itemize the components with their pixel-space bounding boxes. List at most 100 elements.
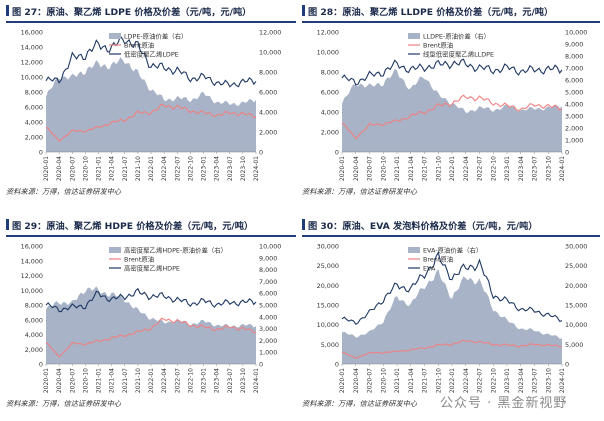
y-tick-right: 7,000 [565,65,583,73]
series-area-spread [342,268,562,364]
series-line-brent [45,103,257,142]
x-tick-label: 2020-07 [69,368,76,393]
x-tick-label: 2023-07 [532,368,539,393]
y-tick-right: 15,000 [565,302,587,310]
legend-label: EVA-原油价差（右） [423,246,482,255]
y-tick-left: 4,000 [321,109,339,117]
title-marker [6,219,9,230]
y-tick-left: 8,000 [321,69,339,77]
x-tick-label: 2021-07 [122,156,129,181]
y-tick-right: 1,000 [565,137,583,145]
series-line-brent [45,317,257,358]
y-tick-left: 25,000 [317,262,339,270]
chart-title: 图 30：原油、EVA 发泡料价格及价差（元/吨，元/吨） [302,218,538,234]
x-tick-label: 2020-07 [367,368,374,393]
y-tick-right: 25,000 [565,262,587,270]
y-tick-left: 14,000 [21,257,43,265]
x-tick-label: 2023-01 [201,156,208,181]
title-marker [302,5,305,16]
x-tick-label: 2020-07 [367,156,374,181]
legend-label: LDPE-原油价差（右） [124,32,187,41]
legend-label: Brent原油 [423,41,453,50]
y-tick-left: 2,000 [321,129,339,137]
y-tick-left: 16,000 [21,243,43,251]
y-tick-right: 6,000 [259,89,277,97]
x-tick-label: 2021-07 [422,156,429,181]
legend-label: Brent原油 [423,255,453,264]
y-tick-right: 7,000 [259,278,277,286]
x-tick-label: 2023-10 [240,368,247,393]
legend-swatch-spread [109,247,121,253]
y-tick-left: 8,000 [25,89,43,97]
title-rule [6,235,296,237]
y-tick-left: 2,000 [25,134,43,142]
y-tick-left: 0 [335,361,339,369]
legend-label: EVA [423,265,436,273]
x-tick-label: 2022-07 [174,156,181,181]
series-line-product [341,58,563,86]
x-tick-label: 2024-01 [559,156,566,181]
y-tick-right: 6,000 [259,290,277,298]
x-tick-label: 2020-01 [43,368,50,393]
x-tick-label: 2020-04 [353,368,360,393]
y-tick-left: 12,000 [317,29,339,37]
x-tick-label: 2021-01 [96,156,103,181]
y-tick-right: 20,000 [565,282,587,290]
x-tick-label: 2022-10 [187,156,194,181]
x-tick-label: 2022-01 [148,368,155,393]
y-tick-left: 5,000 [321,341,339,349]
y-tick-right: 2,000 [565,125,583,133]
series-line-product [45,287,257,313]
x-tick-label: 2023-04 [214,368,221,393]
series-area-spread [46,57,256,152]
y-tick-right: 8,000 [565,53,583,61]
y-tick-right: 10,000 [565,321,587,329]
y-tick-left: 12,000 [21,272,43,280]
y-tick-left: 10,000 [21,74,43,82]
x-tick-label: 2021-01 [96,368,103,393]
y-tick-left: 15,000 [317,302,339,310]
y-tick-left: 14,000 [21,44,43,52]
y-tick-left: 16,000 [21,29,43,37]
y-tick-right: 6,000 [565,77,583,85]
x-tick-label: 2023-01 [201,368,208,393]
y-tick-right: 4,000 [259,109,277,117]
x-tick-label: 2020-04 [56,156,63,181]
y-tick-right: 10,000 [565,29,587,37]
x-tick-label: 2023-10 [545,156,552,181]
chart-source: 资料来源：万得，信达证券研发中心 [6,399,122,408]
series-line-product [341,250,563,326]
x-tick-label: 2022-04 [161,156,168,181]
x-tick-label: 2022-01 [449,368,456,393]
x-tick-label: 2021-04 [408,156,415,181]
y-tick-right: 0 [259,361,263,369]
series-area-spread [46,286,256,364]
legend-label: 线型低密度聚乙烯LLDPE [423,50,494,59]
legend-swatch-spread [408,247,420,253]
legend-label: LLDPE-原油价差（右） [423,32,490,41]
x-tick-label: 2021-07 [422,368,429,393]
y-tick-left: 12,000 [21,59,43,67]
x-tick-label: 2020-10 [82,156,89,181]
x-tick-label: 2024-01 [253,368,260,393]
legend-label: Brent原油 [124,255,154,264]
y-tick-right: 10,000 [259,243,281,251]
chart-panel-lldpe: 图 28：原油、聚乙烯 LLDPE 价格及价差（元/吨，元/吨） 12,000 1… [302,4,600,200]
x-tick-label: 2022-10 [187,368,194,393]
y-tick-right: 0 [565,149,569,157]
y-tick-right: 8,000 [259,266,277,274]
y-tick-left: 0 [39,361,43,369]
legend-label: 高密度聚乙烯HDPE-原油价差（右） [124,246,227,255]
x-tick-label: 2021-04 [109,368,116,393]
series-line-brent [341,339,563,359]
y-tick-right: 0 [565,361,569,369]
x-tick-label: 2023-01 [504,368,511,393]
x-tick-label: 2023-04 [214,156,221,181]
x-tick-label: 2020-10 [380,368,387,393]
y-tick-left: 8,000 [25,302,43,310]
chart-svg: 16,000 14,000 12,000 10,000 8,000 6,000 4,000 2… [21,29,282,182]
y-tick-right: 9,000 [259,254,277,262]
x-tick-label: 2020-01 [339,156,346,181]
x-tick-label: 2020-01 [43,156,50,181]
series-area-spread [342,68,562,152]
